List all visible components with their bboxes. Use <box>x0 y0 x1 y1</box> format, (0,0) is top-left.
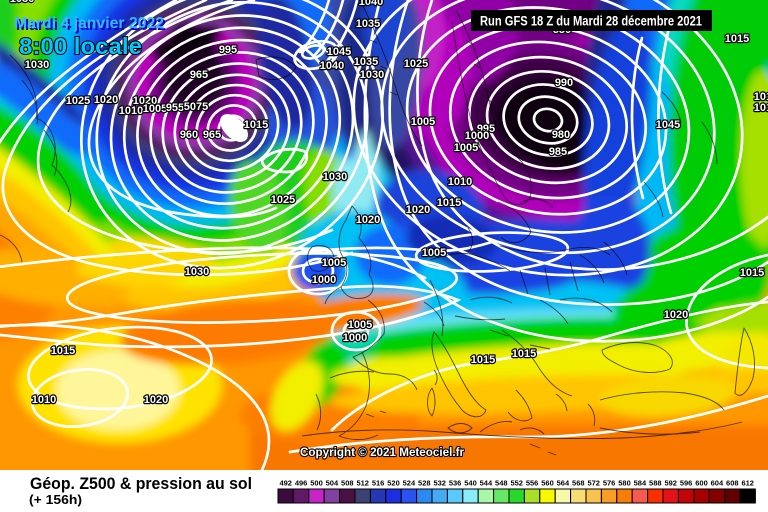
svg-text:Géop. Z500 & pression au sol: Géop. Z500 & pression au sol <box>30 475 252 493</box>
svg-text:1015: 1015 <box>437 197 461 209</box>
svg-text:1035: 1035 <box>354 56 378 68</box>
svg-text:584: 584 <box>634 479 647 488</box>
svg-text:1025: 1025 <box>66 95 90 107</box>
svg-text:592: 592 <box>664 479 677 488</box>
svg-text:1035: 1035 <box>356 18 380 30</box>
svg-text:580: 580 <box>618 479 631 488</box>
svg-text:536: 536 <box>449 479 462 488</box>
svg-text:516: 516 <box>372 479 385 488</box>
svg-text:508: 508 <box>341 479 354 488</box>
svg-text:1015: 1015 <box>51 345 75 357</box>
svg-text:1005: 1005 <box>422 247 446 259</box>
svg-text:572: 572 <box>587 479 600 488</box>
svg-text:1045: 1045 <box>327 46 351 58</box>
svg-text:1015: 1015 <box>754 91 768 103</box>
svg-text:548: 548 <box>495 479 508 488</box>
svg-text:1015: 1015 <box>244 119 268 131</box>
svg-text:1015: 1015 <box>512 348 536 360</box>
svg-text:528: 528 <box>418 479 431 488</box>
svg-text:1045: 1045 <box>656 119 680 131</box>
svg-text:1010: 1010 <box>448 176 472 188</box>
svg-text:965: 965 <box>203 129 221 141</box>
svg-text:5075: 5075 <box>184 101 208 113</box>
svg-text:520: 520 <box>387 479 400 488</box>
svg-text:544: 544 <box>480 479 493 488</box>
svg-text:990: 990 <box>555 77 573 89</box>
svg-text:604: 604 <box>711 479 724 488</box>
svg-text:1040: 1040 <box>320 60 344 72</box>
svg-text:985: 985 <box>549 146 567 158</box>
svg-text:Mardi 4 janvier 2022: Mardi 4 janvier 2022 <box>16 17 166 34</box>
svg-text:492: 492 <box>279 479 292 488</box>
svg-text:980: 980 <box>552 129 570 141</box>
svg-text:560: 560 <box>541 479 554 488</box>
svg-text:1005: 1005 <box>143 103 167 115</box>
svg-text:1020: 1020 <box>144 394 168 406</box>
svg-text:600: 600 <box>695 479 708 488</box>
svg-text:1020: 1020 <box>406 204 430 216</box>
svg-text:1015: 1015 <box>725 33 749 45</box>
svg-text:1005: 1005 <box>454 142 478 154</box>
svg-text:1015: 1015 <box>740 267 764 279</box>
svg-text:8:00 locale: 8:00 locale <box>19 33 142 59</box>
svg-text:608: 608 <box>726 479 739 488</box>
svg-text:504: 504 <box>326 479 339 488</box>
svg-text:568: 568 <box>572 479 585 488</box>
svg-text:1030: 1030 <box>25 59 49 71</box>
svg-text:Copyright © 2021 Meteociel.fr: Copyright © 2021 Meteociel.fr <box>300 445 464 459</box>
svg-text:1010: 1010 <box>119 105 143 117</box>
svg-text:564: 564 <box>557 479 570 488</box>
svg-text:1030: 1030 <box>323 171 347 183</box>
svg-text:960: 960 <box>180 129 198 141</box>
svg-text:1020: 1020 <box>94 94 118 106</box>
svg-text:955: 955 <box>166 102 184 114</box>
svg-text:1000: 1000 <box>312 274 336 286</box>
svg-text:500: 500 <box>310 479 323 488</box>
svg-text:1040: 1040 <box>359 0 383 8</box>
svg-text:1000: 1000 <box>465 130 489 142</box>
svg-text:Run GFS 18 Z du Mardi 28 décem: Run GFS 18 Z du Mardi 28 décembre 2021 <box>480 14 702 29</box>
svg-text:1025: 1025 <box>404 58 428 70</box>
svg-text:1020: 1020 <box>133 95 157 107</box>
svg-text:1005: 1005 <box>322 257 346 269</box>
svg-text:1030: 1030 <box>10 0 34 5</box>
svg-text:Mardi 4 janvier 2022: Mardi 4 janvier 2022 <box>14 15 164 32</box>
svg-text:512: 512 <box>356 479 369 488</box>
svg-text:1020: 1020 <box>664 309 688 321</box>
svg-text:1030: 1030 <box>360 69 384 81</box>
svg-text:1005: 1005 <box>411 116 435 128</box>
svg-text:1000: 1000 <box>343 332 367 344</box>
svg-text:552: 552 <box>510 479 523 488</box>
svg-text:576: 576 <box>603 479 616 488</box>
svg-text:1020: 1020 <box>356 214 380 226</box>
svg-text:524: 524 <box>403 479 416 488</box>
svg-text:588: 588 <box>649 479 662 488</box>
svg-text:1005: 1005 <box>348 319 372 331</box>
svg-text:1010: 1010 <box>32 394 56 406</box>
svg-text:965: 965 <box>190 69 208 81</box>
svg-text:995: 995 <box>477 123 495 135</box>
svg-text:1025: 1025 <box>271 194 295 206</box>
svg-text:496: 496 <box>295 479 308 488</box>
svg-text:540: 540 <box>464 479 477 488</box>
svg-text:995: 995 <box>219 44 237 56</box>
svg-text:612: 612 <box>741 479 754 488</box>
svg-text:(+ 156h): (+ 156h) <box>29 492 82 507</box>
svg-text:556: 556 <box>526 479 539 488</box>
svg-text:1015: 1015 <box>471 354 495 366</box>
svg-text:532: 532 <box>433 479 446 488</box>
svg-text:596: 596 <box>680 479 693 488</box>
svg-text:1030: 1030 <box>185 266 209 278</box>
svg-text:1010: 1010 <box>754 102 768 114</box>
